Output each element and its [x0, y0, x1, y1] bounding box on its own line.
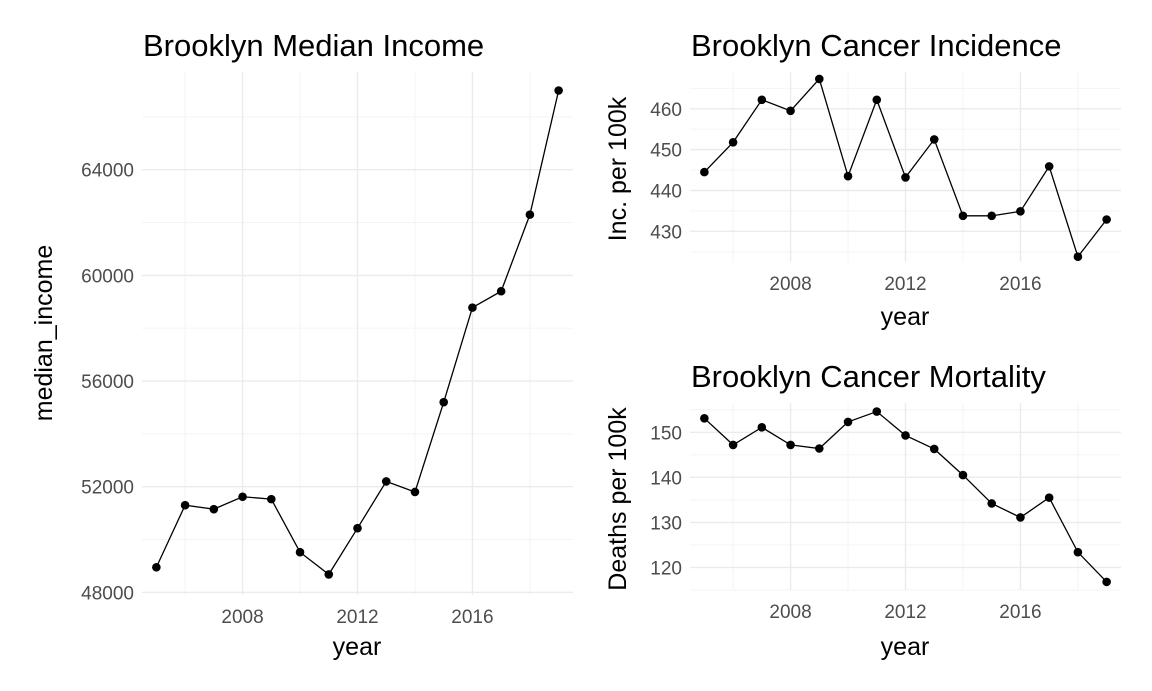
cancer-mortality-data-point: [1073, 547, 1083, 557]
cancer-incidence-marks: [700, 74, 1111, 261]
cancer-mortality-data-point: [1044, 493, 1054, 502]
median-income-marks: [152, 86, 563, 579]
median-income-data-point: [468, 303, 477, 312]
cancer-mortality-marks: [700, 407, 1111, 587]
cancer-mortality-data-point: [872, 407, 882, 416]
cancer-mortality-x-tick-label: 2016: [999, 602, 1041, 623]
cancer-mortality-x-tick-label: 2012: [884, 602, 926, 623]
median-income-y-tick-label: 64000: [81, 161, 134, 182]
cancer-incidence-title: Brooklyn Cancer Incidence: [691, 28, 1061, 63]
median-income-data-point: [295, 547, 305, 557]
median-income-x-tick-label: 2016: [451, 607, 493, 628]
cancer-incidence-x-axis-title: year: [881, 303, 930, 331]
median-income-data-point: [381, 477, 391, 486]
cancer-incidence-data-point: [872, 95, 882, 105]
cancer-mortality-y-tick-label: 150: [650, 423, 682, 444]
median-income-y-tick-label: 56000: [81, 372, 134, 393]
median-income-data-point: [353, 523, 362, 533]
cancer-incidence-data-point: [728, 137, 738, 147]
cancer-mortality-data-point: [987, 499, 996, 508]
median-income-data-point: [180, 500, 190, 510]
cancer-incidence-data-point: [987, 211, 996, 221]
cancer-mortality-ticks: 2008 2012 2016 120 130 140 150: [650, 423, 1041, 623]
median-income-data-point: [267, 494, 276, 504]
cancer-mortality-data-point: [728, 440, 738, 450]
median-income-ticks: 2008 2012 2016 48000 52000 56000 60000 64000: [81, 161, 493, 628]
cancer-incidence-panel: Brooklyn Cancer Incidence year Inc. per …: [604, 28, 1121, 331]
cancer-incidence-data-point: [815, 74, 824, 84]
cancer-mortality-data-point: [1016, 513, 1025, 522]
median-income-data-point: [410, 487, 420, 497]
cancer-mortality-data-point: [757, 423, 767, 432]
cancer-mortality-data-point: [958, 470, 968, 480]
cancer-mortality-y-tick-label: 130: [650, 513, 682, 534]
cancer-mortality-y-tick-label: 120: [650, 558, 682, 579]
median-income-data-point: [238, 492, 247, 502]
cancer-mortality-data-point: [929, 444, 939, 454]
cancer-mortality-data-point: [700, 414, 709, 423]
cancer-mortality-data-point: [815, 444, 824, 453]
median-income-panel: Brooklyn Median Income year median_incom…: [30, 28, 573, 661]
cancer-mortality-panel: Brooklyn Cancer Mortality year Deaths pe…: [604, 359, 1121, 661]
cancer-mortality-x-tick-label: 2008: [769, 602, 811, 623]
cancer-incidence-data-point: [901, 173, 910, 182]
median-income-data-point: [525, 210, 535, 219]
cancer-incidence-ticks: 2008 2012 2016 430 440 450 460: [650, 100, 1041, 295]
cancer-mortality-y-axis-title: Deaths per 100k: [604, 407, 632, 591]
median-income-data-point: [439, 397, 449, 407]
median-income-y-tick-label: 48000: [81, 583, 134, 604]
median-income-data-point: [152, 562, 161, 572]
cancer-incidence-y-tick-label: 430: [650, 222, 682, 243]
cancer-incidence-data-point: [700, 167, 709, 177]
median-income-data-point: [496, 286, 506, 296]
cancer-mortality-title: Brooklyn Cancer Mortality: [691, 359, 1046, 394]
cancer-mortality-data-point: [1102, 577, 1111, 587]
cancer-incidence-data-point: [757, 95, 767, 105]
cancer-incidence-y-axis-title: Inc. per 100k: [604, 96, 632, 241]
median-income-data-point: [554, 86, 563, 95]
cancer-incidence-x-tick-label: 2012: [884, 274, 926, 295]
cancer-incidence-y-tick-label: 440: [650, 181, 682, 202]
median-income-x-axis-title: year: [333, 633, 382, 661]
cancer-incidence-data-point: [1016, 207, 1025, 216]
cancer-incidence-data-point: [786, 106, 795, 116]
cancer-incidence-grid: [690, 72, 1121, 262]
median-income-x-tick-label: 2012: [336, 607, 378, 628]
median-income-data-point: [209, 504, 219, 514]
median-income-title: Brooklyn Median Income: [143, 28, 484, 63]
cancer-incidence-data-point: [1102, 215, 1111, 224]
cancer-incidence-data-point: [843, 171, 853, 181]
median-income-y-tick-label: 60000: [81, 266, 134, 287]
cancer-incidence-x-tick-label: 2008: [769, 274, 811, 295]
cancer-mortality-data-point: [786, 440, 795, 450]
cancer-incidence-y-tick-label: 460: [650, 100, 682, 121]
cancer-incidence-data-point: [1073, 252, 1083, 261]
median-income-data-point: [324, 570, 334, 579]
median-income-y-axis-title: median_income: [30, 245, 58, 422]
median-income-grid: [142, 72, 573, 595]
cancer-mortality-data-point: [843, 417, 853, 427]
cancer-mortality-x-axis-title: year: [881, 633, 930, 661]
cancer-incidence-y-tick-label: 450: [650, 141, 682, 162]
cancer-incidence-data-point: [929, 135, 939, 144]
median-income-y-tick-label: 52000: [81, 478, 134, 499]
cancer-incidence-x-tick-label: 2016: [999, 274, 1041, 295]
cancer-mortality-data-point: [901, 431, 910, 440]
cancer-mortality-y-tick-label: 140: [650, 468, 682, 489]
cancer-incidence-data-point: [1044, 162, 1054, 171]
cancer-incidence-data-point: [958, 211, 968, 221]
median-income-x-tick-label: 2008: [221, 607, 263, 628]
